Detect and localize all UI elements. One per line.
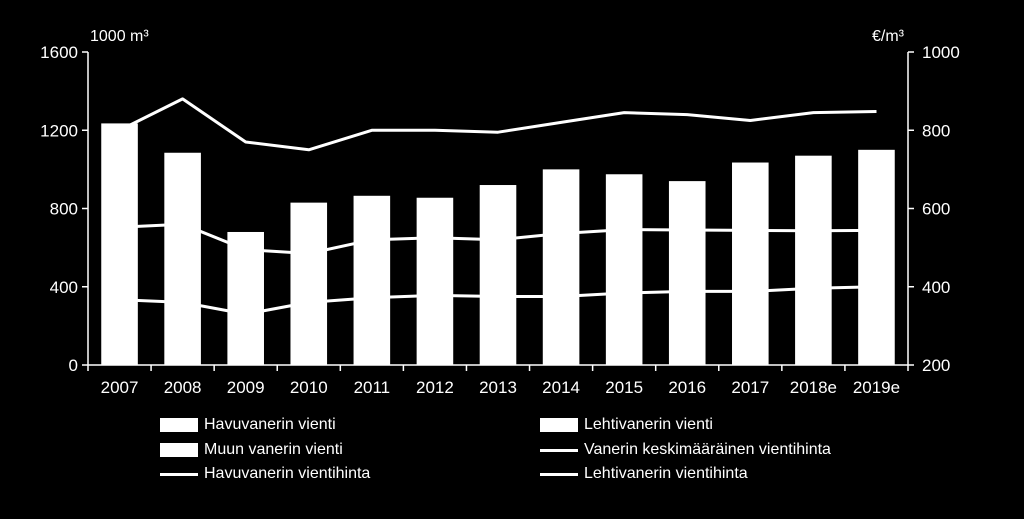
right-tick-label: 200 [922,356,950,375]
x-tick-label: 2007 [101,378,139,397]
x-tick-label: 2008 [164,378,202,397]
x-tick-label: 2012 [416,378,454,397]
bar [164,152,201,365]
bar [479,185,517,365]
series-line [119,222,877,255]
right-tick-label: 600 [922,200,950,219]
x-tick-label: 2016 [668,378,706,397]
x-tick-label: 2014 [542,378,580,397]
x-tick-label: 2009 [227,378,265,397]
x-tick-label: 2010 [290,378,328,397]
x-tick-label: 2013 [479,378,517,397]
right-tick-label: 800 [922,121,950,140]
bar [605,174,643,365]
right-axis-unit: €/m³ [872,28,905,45]
bar [101,123,138,365]
x-tick-label: 2015 [605,378,643,397]
right-tick-label: 400 [922,278,950,297]
x-tick-label: 2018e [790,378,837,397]
x-tick-label: 2011 [354,378,391,397]
bar [795,155,832,365]
series-line [118,97,877,152]
bar [668,181,706,365]
bar [416,197,454,365]
bar [227,231,264,365]
bar [732,162,769,365]
left-tick-label: 0 [69,356,78,375]
bar [290,202,328,365]
series-line [119,285,877,316]
left-tick-label: 800 [50,200,78,219]
right-tick-label: 1000 [922,43,960,62]
x-tick-label: 2017 [731,378,769,397]
bar [542,169,580,365]
left-tick-label: 1600 [40,43,78,62]
bar [353,195,391,365]
left-tick-label: 1200 [40,121,78,140]
left-tick-label: 400 [50,278,78,297]
bar [858,149,895,365]
left-axis-unit: 1000 m³ [90,28,149,45]
x-tick-label: 2019e [853,378,900,397]
